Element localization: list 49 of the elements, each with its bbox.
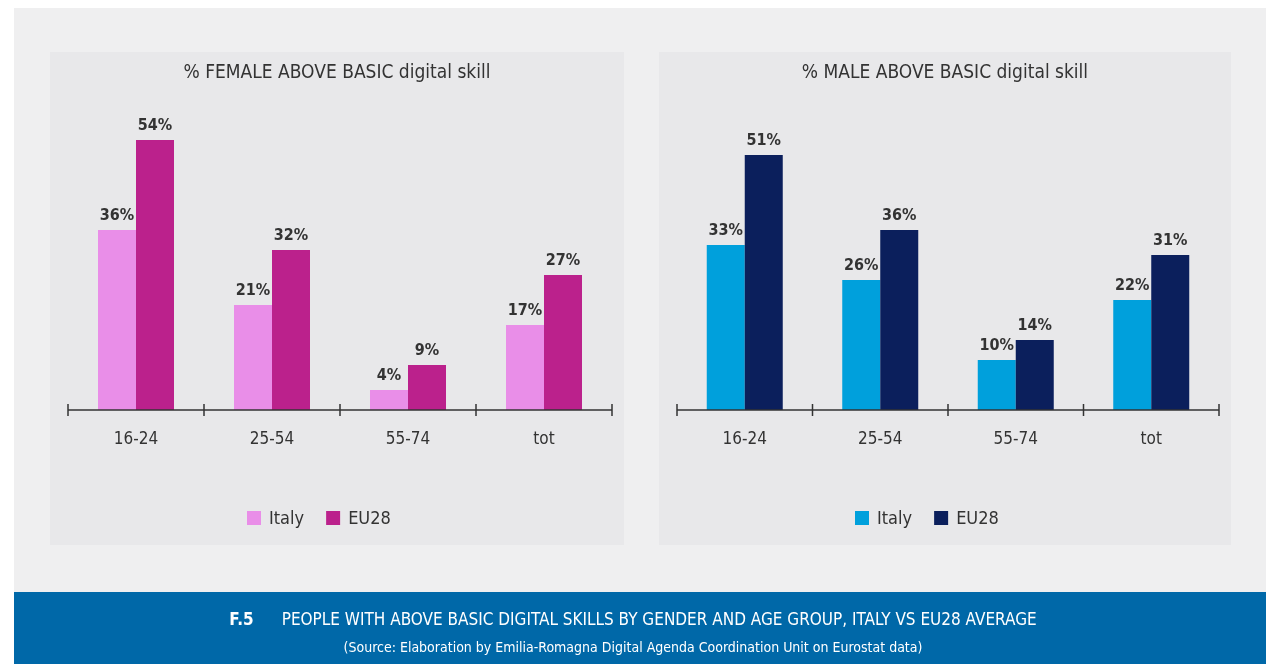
data-label: 54% xyxy=(137,115,173,134)
bar xyxy=(98,230,136,410)
bar xyxy=(136,140,174,410)
bar xyxy=(234,305,272,410)
data-label: 51% xyxy=(746,130,781,149)
bar xyxy=(506,325,544,410)
bar xyxy=(1015,340,1054,410)
bar xyxy=(272,250,310,410)
legend-label: Italy xyxy=(877,507,913,528)
x-tick-label: 55-74 xyxy=(993,428,1038,448)
data-label: 17% xyxy=(507,300,543,319)
legend-label: Italy xyxy=(269,507,305,528)
data-label: 22% xyxy=(1115,275,1150,294)
bar xyxy=(1113,300,1152,410)
chart-title: % FEMALE ABOVE BASIC digital skill xyxy=(183,60,491,82)
bar xyxy=(370,390,408,410)
x-tick-label: tot xyxy=(1140,428,1162,448)
x-tick-label: tot xyxy=(533,428,555,448)
data-label: 36% xyxy=(99,205,135,224)
text: F.5 xyxy=(229,609,254,629)
bar xyxy=(544,275,582,410)
legend-label: EU28 xyxy=(348,507,391,528)
bar xyxy=(408,365,446,410)
legend-label: EU28 xyxy=(956,507,999,528)
x-tick-label: 25-54 xyxy=(249,428,295,448)
data-label: 10% xyxy=(979,335,1014,354)
bar xyxy=(1151,255,1190,410)
bar xyxy=(842,280,881,410)
chart-title: % MALE ABOVE BASIC digital skill xyxy=(801,60,1089,82)
bar xyxy=(977,360,1016,410)
data-label: 27% xyxy=(545,250,581,269)
data-label: 14% xyxy=(1017,315,1052,334)
data-label: 32% xyxy=(273,225,309,244)
bar xyxy=(880,230,919,410)
x-tick-label: 55-74 xyxy=(385,428,431,448)
data-label: 33% xyxy=(708,220,743,239)
bar xyxy=(706,245,745,410)
text: PEOPLE WITH ABOVE BASIC DIGITAL SKILLS BY GENDER AND AGE GROUP, ITALY VS EU28 AVERAGE xyxy=(281,609,1037,629)
bar xyxy=(744,155,783,410)
x-tick-label: 16-24 xyxy=(722,428,767,448)
x-tick-label: 16-24 xyxy=(113,428,159,448)
data-label: 36% xyxy=(882,205,917,224)
data-label: 9% xyxy=(414,340,440,359)
text: (Source: Elaboration by Emilia-Romagna Digital Agenda Coordination Unit on Eurostat data) xyxy=(343,639,923,655)
data-label: 4% xyxy=(376,365,402,384)
data-label: 26% xyxy=(844,255,879,274)
x-tick-label: 25-54 xyxy=(858,428,903,448)
data-label: 21% xyxy=(235,280,271,299)
data-label: 31% xyxy=(1153,230,1188,249)
